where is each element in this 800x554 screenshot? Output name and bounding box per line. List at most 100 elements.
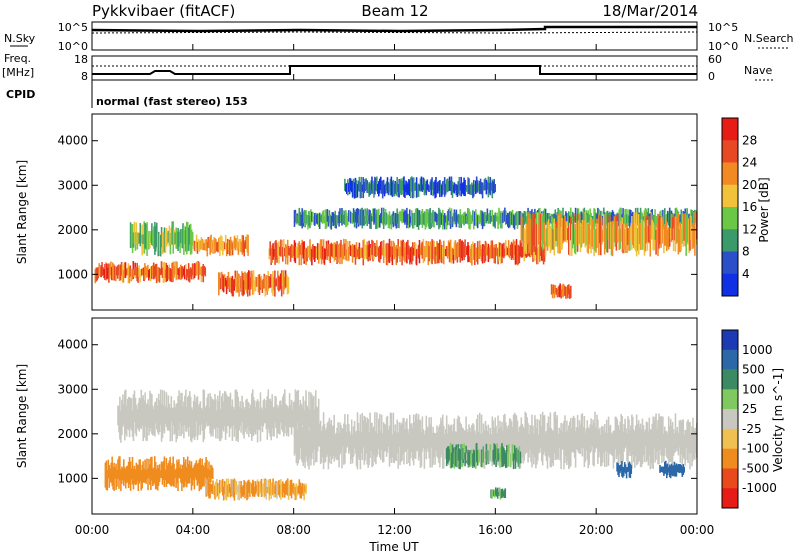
power-cell [517, 211, 520, 226]
power-cell [387, 243, 390, 263]
power-cell [411, 210, 413, 226]
power-cell [454, 183, 457, 191]
power-cell [471, 182, 473, 196]
power-cell [470, 214, 472, 225]
velocity-cell [254, 407, 257, 435]
velocity-cell [616, 462, 618, 472]
power-cell [422, 177, 425, 191]
velocity-cell [646, 422, 649, 461]
power-cell [402, 177, 404, 191]
power-cell [352, 245, 355, 258]
power-cell [251, 273, 254, 295]
power-cell [364, 179, 366, 192]
power-cell [332, 212, 334, 227]
velocity-cell [237, 396, 239, 442]
velocity-cell [567, 430, 569, 461]
velocity-cell [680, 465, 683, 474]
power-cell [554, 285, 557, 293]
velocity-cell [340, 425, 342, 453]
power-cell [486, 247, 489, 256]
velocity-cell [140, 389, 143, 430]
velocity-cell [611, 433, 614, 457]
power-cell [574, 223, 577, 255]
velocity-cell [667, 467, 670, 473]
velocity-cell [180, 464, 182, 483]
power-cell [155, 225, 157, 252]
power-cell [577, 208, 580, 223]
velocity-cell [205, 457, 207, 483]
power-cell [413, 242, 416, 256]
power-cell [229, 236, 232, 256]
power-cell [174, 261, 176, 275]
power-cell [336, 241, 338, 264]
power-cell [600, 210, 602, 229]
power-cell [286, 239, 289, 265]
velocity-cell [681, 466, 684, 477]
power-cell [552, 284, 555, 294]
velocity-cell [396, 419, 398, 454]
power-cell [276, 242, 278, 263]
velocity-cell [666, 433, 669, 459]
velocity-cell [280, 400, 282, 423]
velocity-cell [114, 467, 116, 479]
power-cell [296, 213, 299, 224]
power-cell [446, 211, 449, 226]
power-cell [236, 235, 239, 251]
power-cell [426, 243, 429, 257]
power-cell [645, 216, 648, 244]
power-cell [461, 240, 463, 261]
velocity-cell [150, 393, 152, 428]
power-cell [179, 266, 181, 277]
power-cell [679, 214, 682, 223]
nsky-tick-top: 10^5 [58, 21, 88, 34]
velocity-cell [493, 443, 495, 465]
power-cell [401, 208, 403, 224]
velocity-cell [628, 419, 630, 456]
nave-tick-top: 60 [708, 53, 722, 66]
power-cell [369, 210, 371, 229]
velocity-cell [564, 415, 566, 463]
power-cell [109, 264, 111, 279]
power-cell [347, 216, 349, 226]
velocity-cell [200, 407, 203, 425]
power-cell [538, 208, 540, 227]
power-cell [523, 228, 526, 253]
velocity-region [659, 460, 685, 479]
power-cell [342, 210, 344, 224]
velocity-cell [586, 420, 589, 460]
velocity-cell [216, 479, 218, 498]
power-cell [399, 210, 401, 222]
power-cell [348, 183, 350, 192]
power-cell [474, 211, 476, 226]
velocity-cell [149, 464, 151, 485]
power-cell [215, 239, 217, 252]
power-cell [304, 249, 306, 262]
power-cell [606, 214, 609, 253]
power-cell [543, 208, 546, 227]
power-cell [589, 208, 591, 225]
power-cell [175, 227, 177, 249]
power-cell [380, 207, 383, 224]
power-cell [583, 207, 586, 229]
power-cell [485, 215, 488, 224]
power-cell [324, 209, 327, 230]
power-cell [539, 213, 542, 255]
power-cell [640, 219, 643, 251]
power-cell [577, 220, 580, 245]
velocity-cell [251, 483, 253, 494]
velocity-cell [691, 426, 693, 467]
velocity-cell [111, 456, 113, 486]
power-cell [657, 213, 659, 257]
velocity-cell [300, 403, 303, 442]
velocity-cell [201, 409, 204, 431]
velocity-cell [665, 460, 667, 474]
power-cell [227, 241, 230, 251]
colorbar-tick: -500 [742, 461, 769, 475]
power-cell [526, 239, 528, 257]
colorbar-cell [722, 468, 738, 489]
velocity-cell [214, 485, 216, 500]
power-cell [156, 267, 159, 282]
ytick-label: 3000 [57, 178, 88, 192]
power-cell [119, 264, 122, 281]
